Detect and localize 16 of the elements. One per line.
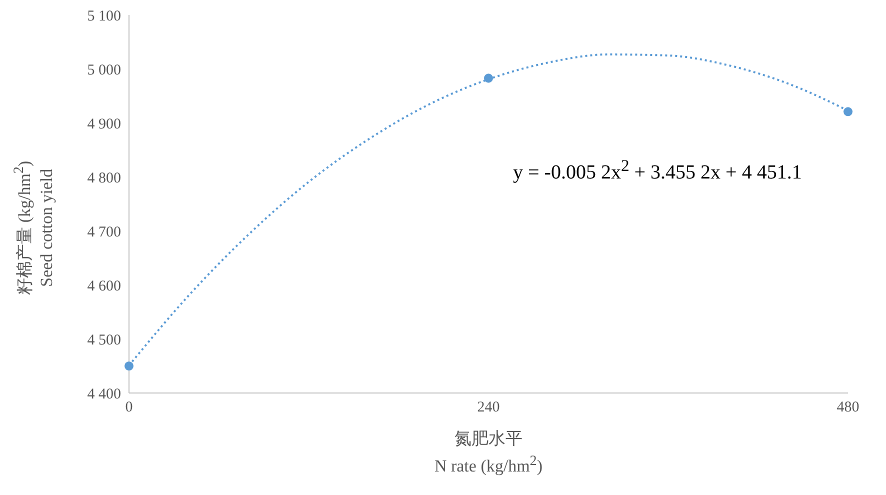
point [843,107,853,116]
x-tick-label: 240 [477,400,500,416]
y-tick-label: 5 100 [87,8,121,24]
x-axis-title: 氮肥水平 N rate (kg/hm$^{2}$) [433,428,544,478]
point [484,74,494,83]
annotation: y = -0.005 2x$^{2}$ + 3.455 2x + 4 451.1 [513,156,802,185]
y-tick-label: 4 500 [87,332,121,348]
y-tick-label: 5 000 [87,62,121,78]
y-tick-label: 4 400 [87,386,121,402]
x-tick-label: 480 [836,400,860,416]
y-tick-label: 4 700 [87,224,121,240]
y-tick-label: 4 900 [87,116,121,132]
point [124,361,134,371]
x-tick-label: 0 [125,400,133,416]
y-tick-label: 4 800 [87,170,121,186]
y-tick-label: 4 600 [87,278,121,294]
